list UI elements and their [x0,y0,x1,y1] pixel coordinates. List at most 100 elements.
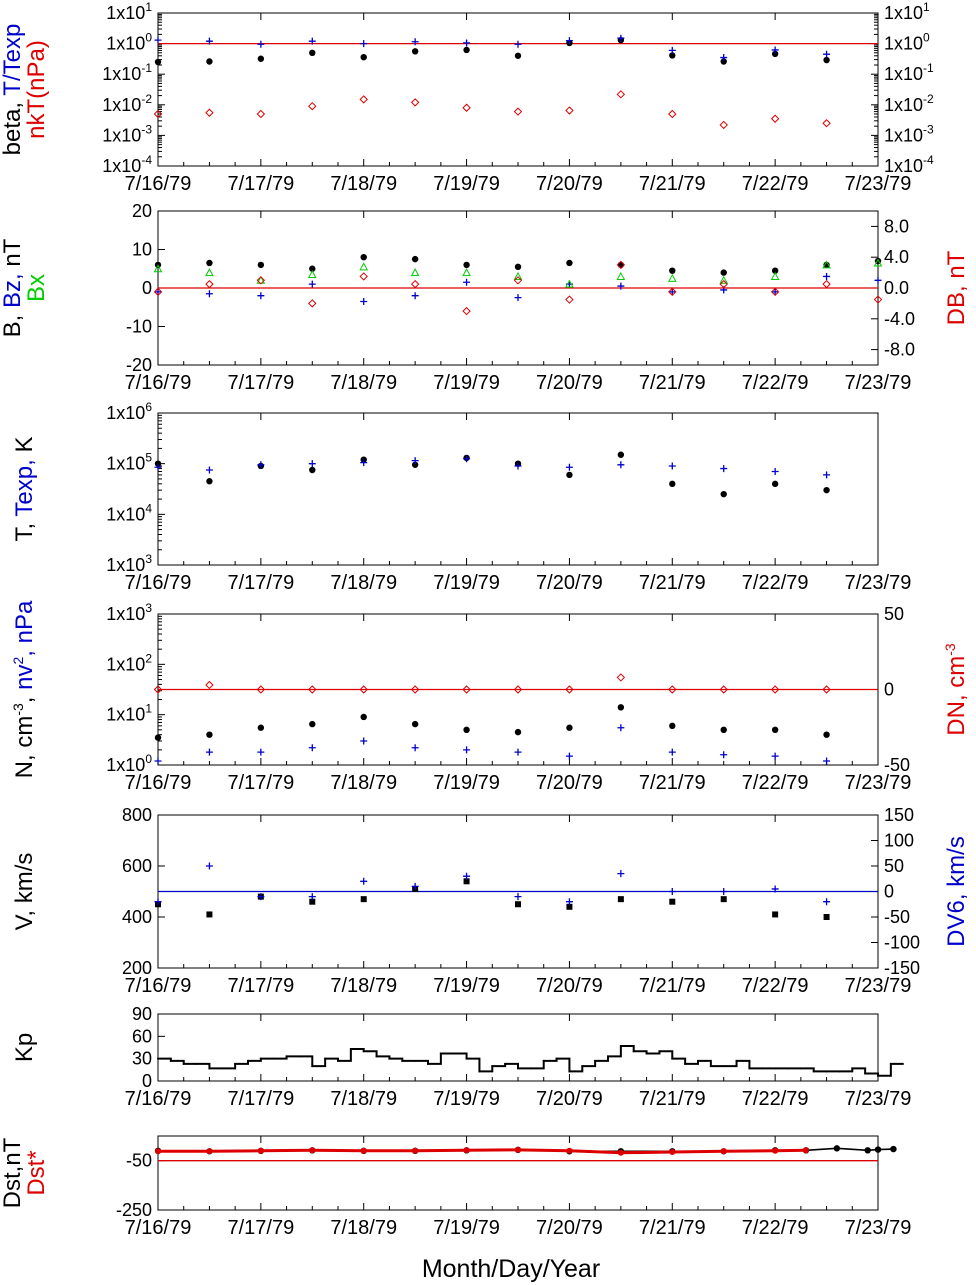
data-point [770,685,780,694]
x-tick-label: 7/16/79 [125,572,192,594]
kp-point [825,1070,828,1073]
data-point [771,885,779,893]
data-point [890,1145,897,1153]
kp-point [851,1067,854,1070]
data-point [669,480,676,488]
x-tick-label: 7/20/79 [536,772,603,794]
data-point [205,37,213,45]
x-tick-label: 7/17/79 [227,1088,294,1110]
data-point [410,279,420,289]
data-point [153,264,163,273]
kp-point [632,1050,635,1053]
data-point [720,54,728,62]
kp-point [787,1067,789,1070]
data-point [257,461,265,469]
y-tick-mantissa: 1x10 [102,95,141,115]
y-tick-exponent: -4 [141,153,152,167]
data-point [205,290,213,298]
data-point [669,898,676,905]
y-tick-mantissa: 1x10 [102,125,141,145]
data-point [463,278,471,286]
kp-point [529,1067,532,1070]
data-point [462,268,471,277]
data-point [720,58,727,65]
data-point [309,898,316,905]
y-axis-label-part: T, [11,517,38,542]
y2-tick-label: 150 [884,805,914,825]
x-tick-label: 7/18/79 [330,372,397,394]
data-point [566,903,573,910]
kp-step-line [158,1045,904,1077]
data-point [257,55,265,62]
kp-point [697,1059,699,1062]
data-point [668,109,677,119]
x-tick-label: 7/22/79 [742,1088,809,1110]
y-axis-label-part: N, cm [11,716,38,779]
data-point [463,878,470,885]
kp-point [272,1057,275,1060]
kp-point [182,1062,185,1065]
y-tick-label: 400 [122,907,152,927]
data-point [513,107,523,116]
data-point [308,280,316,288]
data-point [823,56,830,64]
series-black [154,704,830,741]
series-blue [154,272,882,305]
data-point [823,261,830,269]
x-tick-label: 7/19/79 [433,1217,500,1239]
data-point [514,40,522,48]
data-point [514,263,522,271]
x-tick-label: 7/22/79 [742,572,809,594]
y-tick-mantissa: 1x10 [106,755,145,775]
data-point [864,1147,871,1154]
data-point [514,52,522,59]
data-point [154,58,162,66]
y2-tick-exponent: 0 [923,31,930,45]
kp-point [619,1045,622,1048]
kp-point [362,1050,365,1053]
kp-point [568,1070,571,1073]
data-point [411,744,419,752]
x-tick-label: 7/23/79 [845,572,912,594]
kp-point [465,1057,468,1060]
y-tick-mantissa: 1x10 [106,654,145,674]
data-point [309,466,316,474]
data-point [463,46,470,54]
x-axis-title: Month/Day/Year [422,1255,600,1283]
data-point [463,261,470,269]
data-point [153,109,163,119]
data-point [514,294,522,302]
kp-point [864,1072,867,1075]
y-tick-exponent: 4 [145,501,152,515]
kp-point [375,1055,378,1058]
data-point [770,114,780,123]
y2-tick-label: 0.0 [884,278,909,298]
data-point [565,463,573,471]
data-point [410,98,420,107]
y-tick-exponent: 1 [145,702,152,716]
data-point [309,49,316,57]
data-point [617,461,625,469]
kp-point [504,1062,507,1065]
series-blue [154,34,831,62]
x-tick-label: 7/18/79 [330,975,397,997]
data-point [410,685,420,694]
data-point [360,877,368,885]
data-point [770,271,780,280]
data-point [205,862,213,870]
data-point [205,466,213,474]
y2-tick-label: 4.0 [884,247,909,267]
data-point [206,478,213,485]
x-tick-label: 7/17/79 [227,772,294,794]
kp-point [838,1070,841,1073]
data-point [803,1147,809,1154]
y-tick-label: -250 [116,1200,152,1220]
kp-point [799,1067,802,1070]
y-tick-label: 1x100 [106,31,152,54]
data-point [515,901,521,908]
data-point [205,748,213,756]
data-point [154,288,162,296]
y2-tick-exponent: -3 [923,122,934,136]
data-point [565,279,574,288]
series-black [154,451,830,498]
